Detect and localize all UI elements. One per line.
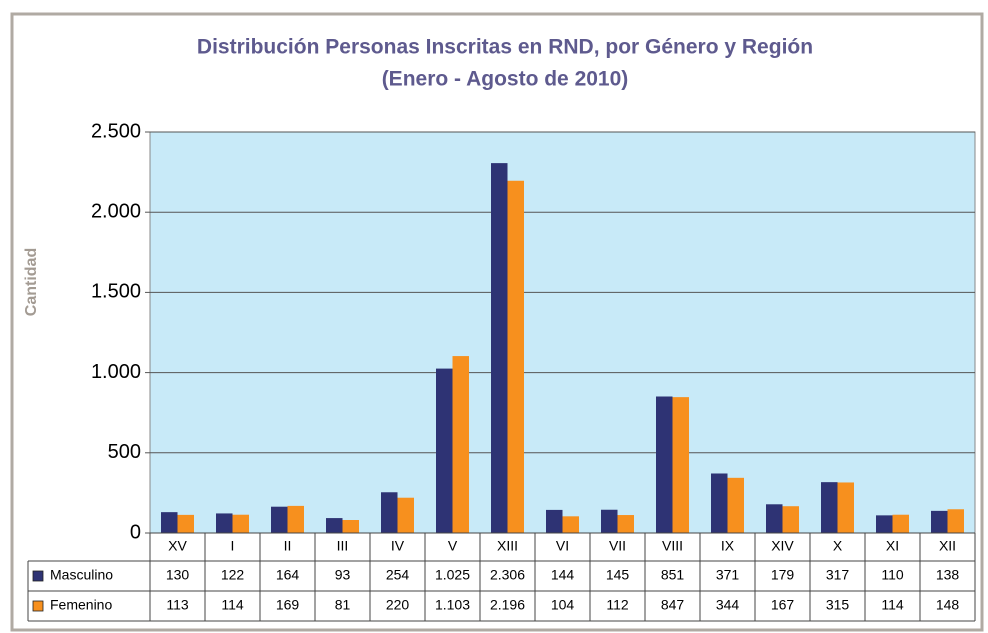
table-value: 130	[166, 567, 190, 583]
table-value: 169	[276, 597, 300, 613]
table-value: 2.306	[490, 567, 525, 583]
table-value: 847	[661, 597, 685, 613]
bar	[931, 510, 948, 533]
x-tick-label: II	[284, 538, 292, 554]
table-value: 2.196	[490, 597, 525, 613]
x-tick-label: III	[337, 538, 349, 554]
table-value: 81	[335, 597, 351, 613]
plot-area	[149, 131, 976, 534]
x-tick-label: VII	[609, 538, 626, 554]
chart-subtitle: (Enero - Agosto de 2010)	[382, 68, 629, 91]
table-value: 851	[661, 567, 685, 583]
bar	[821, 482, 838, 533]
bar	[876, 515, 893, 533]
bar	[507, 180, 524, 533]
bar	[546, 509, 563, 533]
bar	[837, 482, 854, 533]
table-value: 145	[606, 567, 630, 583]
x-tick-label: VIII	[662, 538, 683, 554]
y-tick-label: 1.500	[91, 281, 141, 303]
legend-label: Femenino	[50, 597, 112, 613]
table-value: 138	[936, 567, 960, 583]
table-value: 113	[166, 597, 189, 613]
x-tick-label: XIV	[771, 538, 794, 554]
bar	[562, 516, 579, 533]
table-value: 371	[716, 567, 740, 583]
table-value: 110	[881, 567, 904, 583]
table-value: 148	[936, 597, 960, 613]
bar	[342, 520, 359, 533]
table-value: 114	[221, 597, 244, 613]
bar	[326, 518, 343, 533]
table-value: 93	[335, 567, 351, 583]
bar	[711, 473, 728, 533]
bar	[271, 506, 288, 533]
table-value: 114	[881, 597, 904, 613]
bar	[601, 509, 618, 533]
bar	[177, 514, 194, 533]
bar	[727, 477, 744, 533]
x-tick-label: XI	[886, 538, 899, 554]
bar	[397, 497, 414, 533]
table-value: 344	[716, 597, 740, 613]
bar	[672, 397, 689, 533]
x-tick-label: V	[448, 538, 458, 554]
legend-key	[32, 570, 44, 582]
table-value: 315	[826, 597, 850, 613]
y-tick-label: 2.000	[91, 200, 141, 222]
table-value: 112	[606, 597, 629, 613]
table-value: 254	[386, 567, 410, 583]
x-tick-label: XII	[939, 538, 956, 554]
bar	[782, 506, 799, 533]
table-value: 104	[551, 597, 575, 613]
table-value: 1.103	[435, 597, 470, 613]
table-value: 122	[221, 567, 245, 583]
y-tick-label: 500	[108, 441, 141, 463]
y-tick-label: 1.000	[91, 361, 141, 383]
x-tick-label: I	[231, 538, 235, 554]
chart-title: Distribución Personas Inscritas en RND, …	[197, 36, 813, 59]
table-value: 317	[826, 567, 850, 583]
bar	[491, 163, 508, 533]
table-value: 164	[276, 567, 300, 583]
table-value: 144	[551, 567, 575, 583]
bar	[656, 396, 673, 533]
bar	[287, 505, 304, 533]
bar	[436, 368, 453, 533]
y-tick-label: 2.500	[91, 120, 141, 142]
x-tick-label: XIII	[497, 538, 518, 554]
x-tick-label: VI	[556, 538, 569, 554]
x-tick-label: IX	[721, 538, 735, 554]
x-tick-label: IV	[391, 538, 405, 554]
bar	[617, 515, 634, 533]
bar	[381, 492, 398, 533]
legend-label: Masculino	[50, 567, 113, 583]
x-tick-label: X	[833, 538, 843, 554]
table-value: 1.025	[435, 567, 470, 583]
table-value: 167	[771, 597, 795, 613]
x-tick-label: XV	[168, 538, 187, 554]
table-value: 179	[771, 567, 795, 583]
y-axis-label: Cantidad	[23, 248, 40, 316]
bar	[216, 513, 233, 533]
bar	[161, 512, 178, 533]
bar	[452, 356, 469, 533]
bar	[947, 509, 964, 533]
bar	[232, 514, 249, 533]
bar	[892, 514, 909, 533]
bar	[766, 504, 783, 533]
legend-key	[32, 600, 44, 612]
y-tick-label: 0	[130, 521, 141, 543]
table-value: 220	[386, 597, 410, 613]
